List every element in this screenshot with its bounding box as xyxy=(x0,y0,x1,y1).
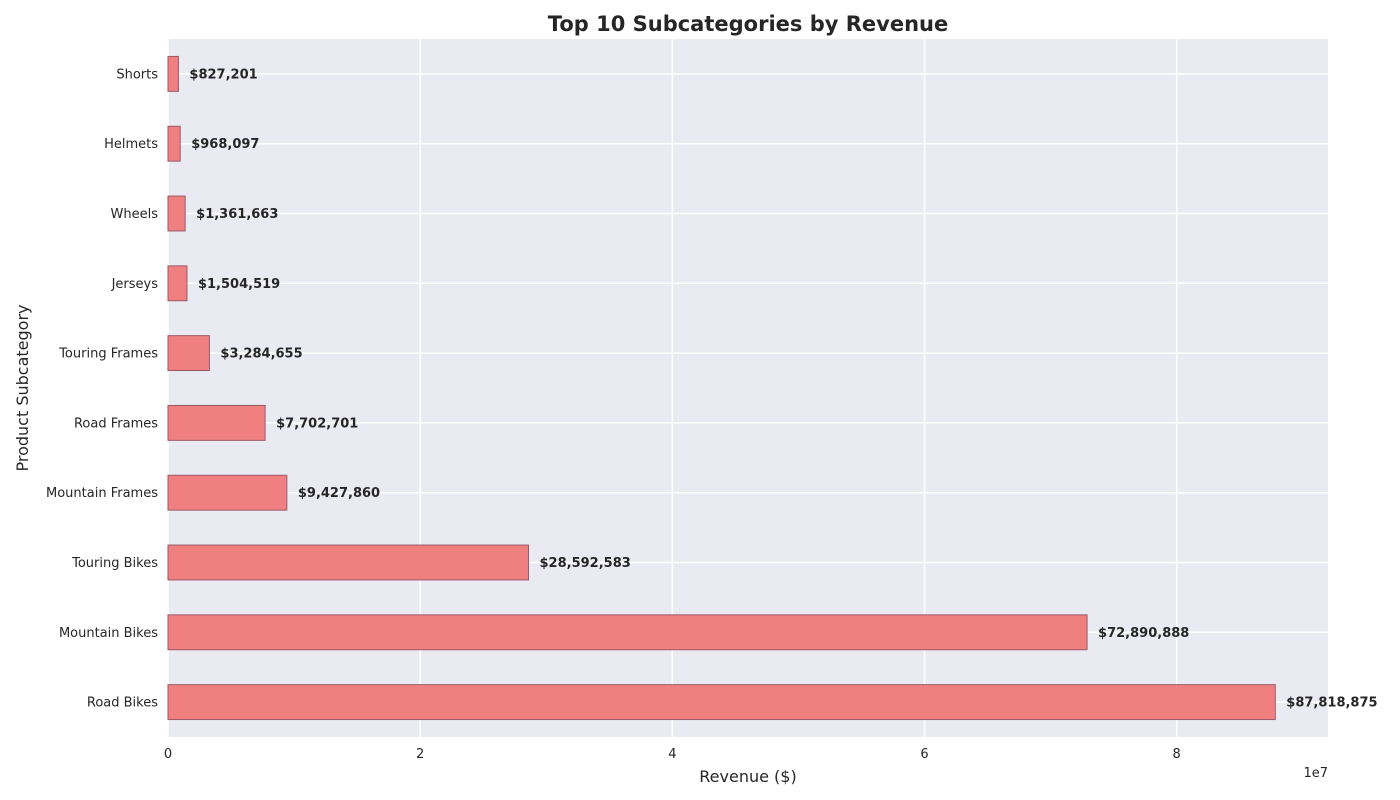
bar xyxy=(167,265,188,302)
bar-value-label: $87,818,875 xyxy=(1286,696,1377,711)
y-tick-label: Road Bikes xyxy=(87,696,158,711)
data-labels: $87,818,875 $72,890,888 $28,592,583 $9,427,… xyxy=(189,67,1377,710)
x-tick-label: 6 xyxy=(920,747,928,762)
x-tick-label: 4 xyxy=(668,747,676,762)
bar-value-label: $827,201 xyxy=(189,67,257,82)
x-axis-label: Revenue ($) xyxy=(699,767,796,786)
bar-value-label: $28,592,583 xyxy=(540,556,631,571)
y-tick-label: Wheels xyxy=(111,207,159,222)
bar-value-label: $7,702,701 xyxy=(276,416,358,431)
x-axis-scale-label: 1e7 xyxy=(1303,766,1328,781)
bar-value-label: $72,890,888 xyxy=(1098,626,1189,641)
y-tick-label: Touring Frames xyxy=(58,347,158,362)
bar-value-label: $9,427,860 xyxy=(298,486,380,501)
bar-value-label: $1,504,519 xyxy=(198,277,280,292)
bar xyxy=(167,55,179,92)
y-tick-label: Touring Bikes xyxy=(71,556,158,571)
bar xyxy=(167,195,186,232)
y-tick-label: Road Frames xyxy=(74,416,158,431)
bars xyxy=(167,55,1276,721)
y-tick-label: Helmets xyxy=(104,137,158,152)
x-tick-label: 8 xyxy=(1173,747,1181,762)
x-axis-ticks: 0 2 4 6 8 xyxy=(164,747,1181,762)
bar xyxy=(167,544,530,581)
bar-value-label: $1,361,663 xyxy=(196,207,278,222)
x-tick-label: 0 xyxy=(164,747,172,762)
x-tick-label: 2 xyxy=(416,747,424,762)
y-tick-label: Shorts xyxy=(116,67,158,82)
chart-title: Top 10 Subcategories by Revenue xyxy=(548,12,948,36)
bar xyxy=(167,614,1088,651)
y-tick-label: Mountain Bikes xyxy=(59,626,158,641)
y-tick-label: Jerseys xyxy=(111,277,159,292)
bar xyxy=(167,335,210,372)
bar-value-label: $3,284,655 xyxy=(220,347,302,362)
bar xyxy=(167,125,181,162)
y-tick-label: Mountain Frames xyxy=(46,486,158,501)
bar-value-label: $968,097 xyxy=(191,137,259,152)
y-axis-ticks: Road Bikes Mountain Bikes Touring Bikes Mou… xyxy=(46,67,158,710)
bar xyxy=(167,474,288,511)
bar xyxy=(167,404,266,441)
y-axis-label: Product Subcategory xyxy=(13,305,32,472)
bar xyxy=(167,684,1276,721)
